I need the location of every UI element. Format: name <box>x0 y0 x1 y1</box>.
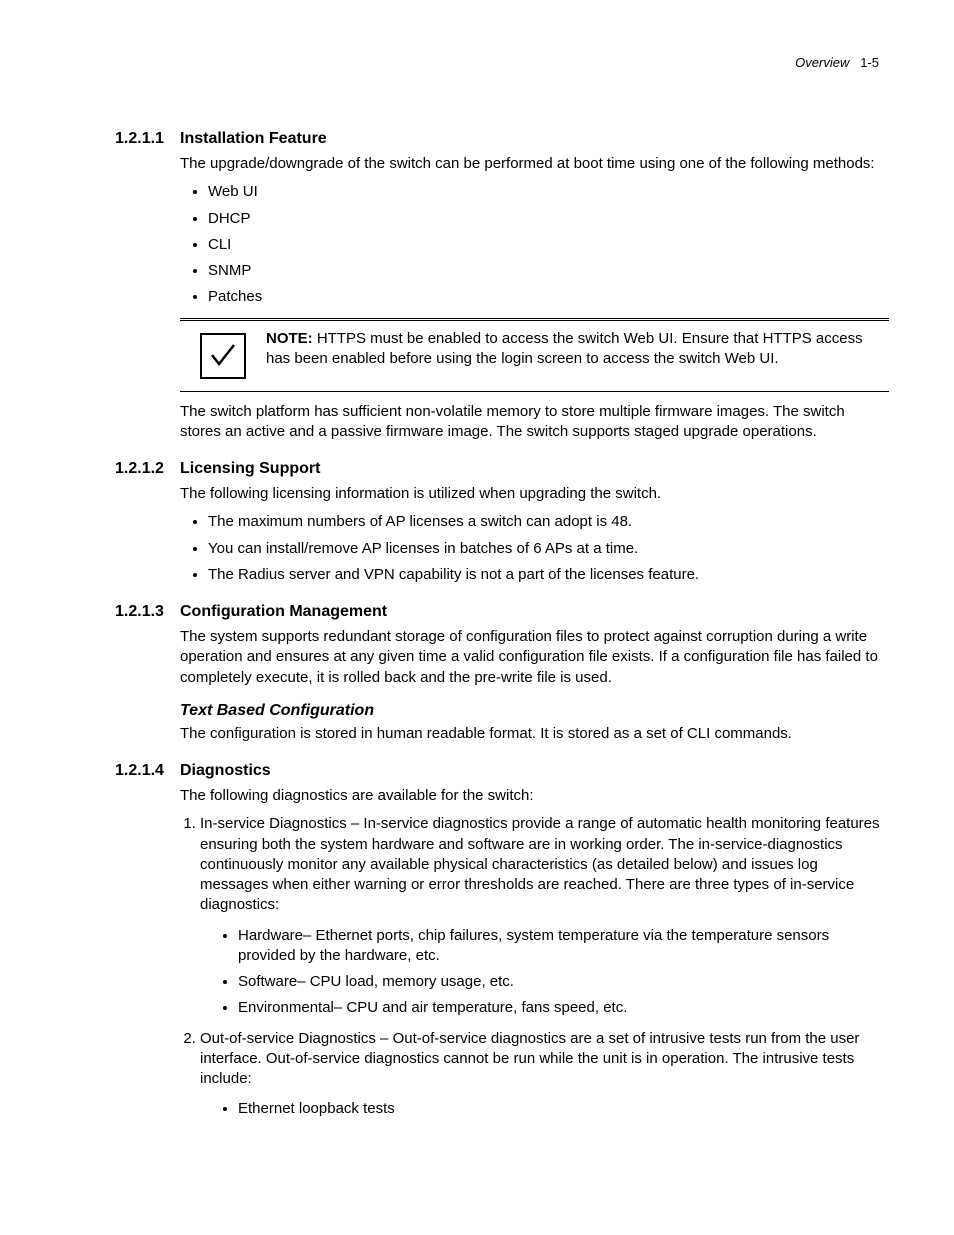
heading-row: 1.2.1.4 Diagnostics <box>115 762 889 780</box>
section-body: The upgrade/downgrade of the switch can … <box>180 154 889 308</box>
header-chapter: Overview <box>795 55 849 70</box>
list-item: Patches <box>208 287 889 307</box>
heading-row: 1.2.1.2 Licensing Support <box>115 460 889 478</box>
list-item: You can install/remove AP licenses in ba… <box>208 539 889 559</box>
note-body: HTTPS must be enabled to access the swit… <box>266 330 863 367</box>
bullet-list: The maximum numbers of AP licenses a swi… <box>180 512 889 585</box>
page: Overview 1-5 1.2.1.1 Installation Featur… <box>0 0 954 1235</box>
list-item: SNMP <box>208 261 889 281</box>
list-item: The Radius server and VPN capability is … <box>208 565 889 585</box>
section-body: The configuration is stored in human rea… <box>180 724 889 744</box>
numitem-text: In-service Diagnostics – In-service diag… <box>200 815 880 913</box>
list-item: The maximum numbers of AP licenses a swi… <box>208 512 889 532</box>
list-item: DHCP <box>208 209 889 229</box>
section-title: Diagnostics <box>180 762 271 780</box>
bullet-list: Ethernet loopback tests <box>210 1099 889 1119</box>
section-number: 1.2.1.4 <box>115 762 180 780</box>
subheading: Text Based Configuration <box>180 702 889 720</box>
section-config: 1.2.1.3 Configuration Management The sys… <box>115 603 889 744</box>
list-item: Web UI <box>208 182 889 202</box>
note-box: NOTE: HTTPS must be enabled to access th… <box>180 318 889 392</box>
numitem-text: Out-of-service Diagnostics – Out-of-serv… <box>200 1030 859 1088</box>
numbered-list: In-service Diagnostics – In-service diag… <box>180 814 889 1119</box>
section-licensing: 1.2.1.2 Licensing Support The following … <box>115 460 889 585</box>
section-title: Installation Feature <box>180 130 327 148</box>
bullet-list: Hardware– Ethernet ports, chip failures,… <box>210 926 889 1019</box>
heading-row: 1.2.1.3 Configuration Management <box>115 603 889 621</box>
section-number: 1.2.1.2 <box>115 460 180 478</box>
list-item: Hardware– Ethernet ports, chip failures,… <box>238 926 889 967</box>
section-number: 1.2.1.1 <box>115 130 180 148</box>
section-installation: 1.2.1.1 Installation Feature The upgrade… <box>115 130 889 442</box>
section-body: The following licensing information is u… <box>180 484 889 585</box>
intro-text: The upgrade/downgrade of the switch can … <box>180 154 889 174</box>
note-text: NOTE: HTTPS must be enabled to access th… <box>266 329 889 370</box>
section-title: Configuration Management <box>180 603 387 621</box>
note-label: NOTE: <box>266 330 313 347</box>
list-item: Environmental– CPU and air temperature, … <box>238 998 889 1018</box>
list-item: CLI <box>208 235 889 255</box>
intro-text: The system supports redundant storage of… <box>180 627 889 688</box>
section-number: 1.2.1.3 <box>115 603 180 621</box>
sub-text: The configuration is stored in human rea… <box>180 724 889 744</box>
page-header: Overview 1-5 <box>115 55 889 70</box>
intro-text: The following licensing information is u… <box>180 484 889 504</box>
after-note-text: The switch platform has sufficient non-v… <box>180 402 889 443</box>
intro-text: The following diagnostics are available … <box>180 786 889 806</box>
section-diagnostics: 1.2.1.4 Diagnostics The following diagno… <box>115 762 889 1120</box>
list-item: Software– CPU load, memory usage, etc. <box>238 972 889 992</box>
list-item: Ethernet loopback tests <box>238 1099 889 1119</box>
list-item: In-service Diagnostics – In-service diag… <box>200 814 889 1018</box>
section-body: The switch platform has sufficient non-v… <box>180 402 889 443</box>
section-title: Licensing Support <box>180 460 320 478</box>
heading-row: 1.2.1.1 Installation Feature <box>115 130 889 148</box>
bullet-list: Web UI DHCP CLI SNMP Patches <box>180 182 889 307</box>
checkmark-icon <box>200 333 246 379</box>
list-item: Out-of-service Diagnostics – Out-of-serv… <box>200 1029 889 1120</box>
section-body: The following diagnostics are available … <box>180 786 889 1120</box>
header-pagenum: 1-5 <box>860 55 879 70</box>
section-body: The system supports redundant storage of… <box>180 627 889 688</box>
